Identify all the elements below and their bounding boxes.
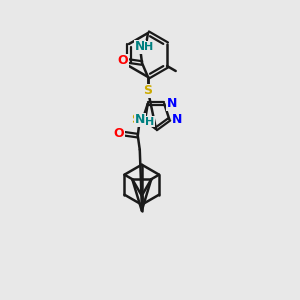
Text: N: N: [135, 40, 145, 53]
Text: N: N: [135, 113, 145, 126]
Text: S: S: [131, 113, 140, 126]
Text: H: H: [145, 117, 154, 127]
Text: H: H: [144, 42, 154, 52]
Text: S: S: [143, 85, 152, 98]
Text: O: O: [118, 55, 128, 68]
Text: N: N: [172, 113, 182, 126]
Text: N: N: [167, 97, 177, 110]
Text: O: O: [113, 127, 124, 140]
